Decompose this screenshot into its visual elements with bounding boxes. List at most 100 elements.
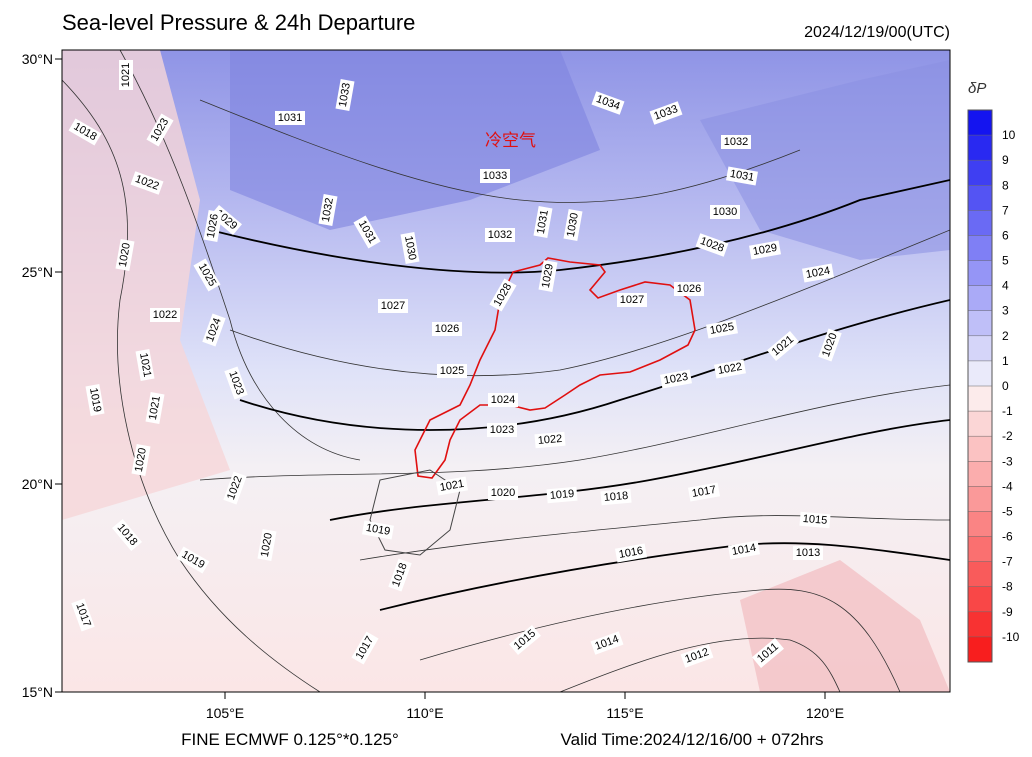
contour-label-bg	[615, 543, 647, 563]
lat-tick-label: 25°N	[22, 264, 53, 280]
contour-label-text: 1027	[620, 294, 644, 306]
contour-label-bg	[480, 169, 510, 183]
contour-label: 1013	[793, 546, 823, 560]
colorbar-tick-label: 5	[1002, 254, 1009, 268]
contour-label-bg	[546, 486, 578, 504]
contour-label: 1030	[563, 209, 583, 241]
contour-label-bg	[68, 118, 102, 146]
contour-label: 1018	[600, 488, 632, 506]
contour-label: 1017	[71, 598, 95, 632]
contour-label-bg	[674, 282, 704, 296]
isobar	[199, 99, 801, 203]
contour-label-bg	[437, 364, 467, 378]
contour-label-bg	[799, 511, 831, 529]
contour-label-text: 1032	[320, 197, 336, 223]
colorbar-swatch	[968, 386, 992, 412]
contour-label-text: 1019	[87, 387, 103, 413]
contour-label: 1029	[538, 260, 558, 292]
contour-label-text: 1020	[491, 487, 515, 499]
colorbar-tick-label: -4	[1002, 479, 1013, 493]
contour-label-bg	[145, 392, 165, 424]
contour-label: 1022	[130, 171, 164, 195]
colorbar-tick-label: 8	[1002, 178, 1009, 192]
colorbar-tick-label: -9	[1002, 605, 1013, 619]
contour-label-bg	[224, 366, 248, 400]
colorbar-tick-label: 6	[1002, 228, 1009, 242]
contour-label-bg	[590, 631, 624, 655]
colorbar-tick-label: 2	[1002, 329, 1009, 343]
contour-label: 1022	[714, 359, 746, 379]
contour-label-text: 1032	[724, 136, 748, 148]
colorbar-swatch	[968, 636, 992, 663]
colorbar-swatch	[968, 461, 992, 487]
contour-label: 1021	[119, 60, 133, 90]
contour-label: 1015	[799, 511, 831, 529]
isobar	[229, 229, 950, 377]
isobar	[209, 179, 950, 274]
contour-label: 1033	[480, 169, 510, 183]
contour-label-bg	[714, 359, 746, 379]
contour-label: 1022	[150, 308, 180, 322]
contour-label-text: 1021	[137, 352, 153, 378]
contour-label-bg	[660, 369, 692, 389]
contour-label: 1033	[335, 79, 355, 111]
contour-label: 1020	[257, 529, 277, 561]
contour-label-text: 1014	[731, 542, 757, 558]
lon-tick-label: 110°E	[406, 705, 443, 721]
contour-label-bg	[533, 206, 553, 238]
contour-label: 1027	[378, 299, 408, 313]
colorbar-swatch	[968, 536, 992, 563]
contour-label: 1023	[224, 366, 248, 400]
colorbar-swatch	[968, 586, 992, 613]
contour-label-bg	[400, 232, 420, 264]
contour-label-text: 1020	[133, 447, 149, 473]
contour-label: 1031	[533, 206, 553, 238]
contour-label-bg	[111, 519, 143, 551]
contour-label: 1034	[591, 91, 625, 115]
contour-label-text: 1015	[802, 513, 827, 527]
contour-label-bg	[487, 423, 517, 437]
contour-label-bg	[223, 471, 247, 505]
contour-label-bg	[563, 209, 583, 241]
contour-label: 1032	[318, 194, 338, 226]
isobar	[329, 419, 950, 521]
contour-label-text: 1031	[535, 209, 551, 235]
contour-label: 1026	[203, 210, 223, 242]
map-area	[62, 50, 950, 692]
contour-label-bg	[150, 308, 180, 322]
contour-label-bg	[135, 349, 155, 381]
contour-label-text: 1022	[717, 361, 743, 377]
contour-label: 1030	[400, 232, 420, 264]
cold-east	[700, 60, 950, 260]
contour-label-bg	[388, 558, 412, 592]
colorbar-tick-label: 1	[1002, 354, 1009, 368]
contour-label-text: 1017	[691, 484, 717, 500]
contour-label-bg	[71, 598, 95, 632]
colorbar-swatch	[968, 135, 992, 161]
lat-tick-label: 20°N	[22, 476, 53, 492]
lon-tick-label: 105°E	[206, 705, 244, 721]
contour-label: 1022	[534, 431, 566, 449]
contour-label-bg	[649, 101, 683, 125]
contour-label: 1016	[615, 543, 647, 563]
contour-label: 1019	[85, 384, 105, 416]
contour-label-bg	[335, 79, 355, 111]
contour-label-text: 1021	[147, 395, 163, 421]
contour-label: 1031	[726, 166, 758, 186]
colorbar-tick-label: 9	[1002, 153, 1009, 167]
contour-label-text: 1029	[540, 263, 556, 289]
map-frame	[61, 49, 951, 693]
contour-label-text: 1031	[278, 112, 302, 124]
contour-label-bg	[362, 520, 394, 540]
contour-label: 1024	[202, 313, 226, 347]
contour-label: 1028	[695, 233, 729, 257]
contour-label-bg	[275, 111, 305, 125]
contour-label-bg	[752, 637, 784, 669]
colorbar-tick-label: -10	[1002, 630, 1020, 644]
contour-label-bg	[793, 546, 823, 560]
contour-label-bg	[436, 476, 468, 496]
contour-label: 1030	[710, 205, 740, 219]
colorbar-tick-label: -5	[1002, 504, 1013, 518]
colorbar-swatch	[968, 360, 992, 387]
